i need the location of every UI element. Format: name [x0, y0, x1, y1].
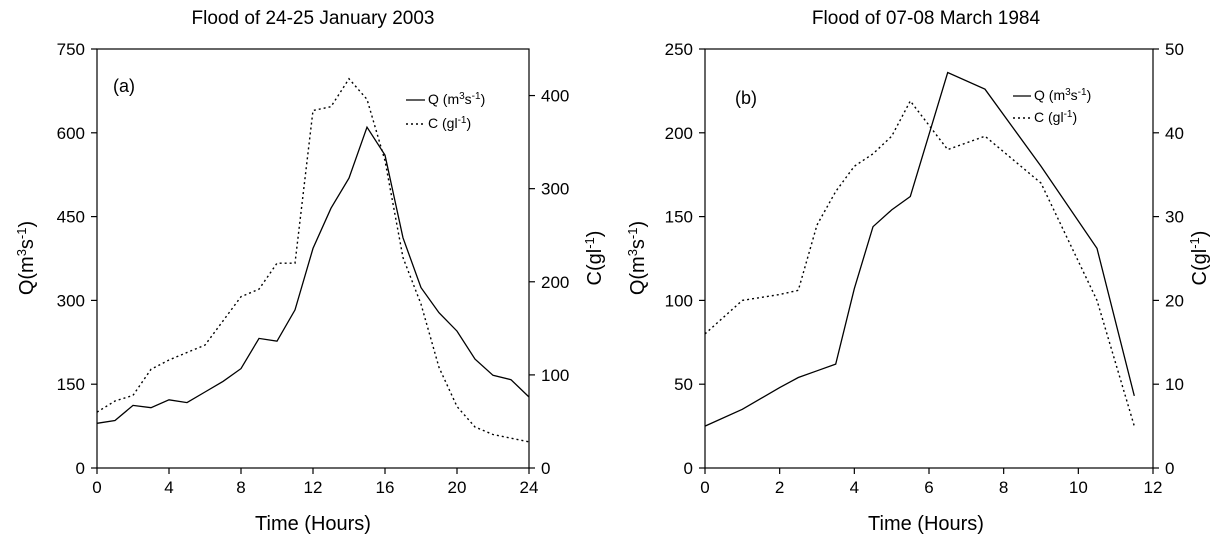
chart-a-frame [96, 48, 530, 469]
chart-a-y-left-tick-label: 750 [57, 40, 85, 59]
chart-a-x-tick-label: 20 [448, 478, 467, 497]
chart-a-title: Flood of 24-25 January 2003 [192, 8, 435, 29]
chart-a: Flood of 24-25 January 2003 0 150 300 450 60… [14, 8, 607, 535]
chart-a-panel-label: (a) [113, 76, 135, 96]
chart-b-panel-label: (b) [735, 88, 757, 108]
chart-a-y-left-tick-label: 0 [76, 459, 85, 478]
chart-a-y-left-tick-label: 150 [57, 375, 85, 394]
chart-b-y-left-tick-label: 50 [674, 375, 693, 394]
chart-b-frame [704, 48, 1154, 469]
chart-a-x-tick-label: 4 [164, 478, 173, 497]
chart-b-left-axis: 0 50 100 150 200 250 [665, 40, 705, 478]
chart-a-y-right-tick-label: 100 [541, 366, 569, 385]
chart-b-series [704, 71, 1135, 427]
chart-a-series-c-line [96, 77, 530, 443]
chart-b-y-right-tick-label: 0 [1165, 459, 1174, 478]
chart-b-y-left-tick-label: 200 [665, 124, 693, 143]
chart-b-y-right-title: C(gl-1) [1187, 231, 1212, 286]
chart-b-y-left-tick-label: 150 [665, 208, 693, 227]
chart-b-x-axis: 0 2 4 6 8 10 12 [700, 468, 1162, 497]
chart-a-y-right-tick-label: 200 [541, 273, 569, 292]
chart-a-plot-area: 0 150 300 450 600 750 0 100 200 300 400 0 4 8 12 16 20… [57, 40, 570, 497]
chart-b-x-tick-label: 2 [775, 478, 784, 497]
chart-a-x-tick-label: 12 [304, 478, 323, 497]
chart-b-legend-q-label: Q (m3s-1) [1034, 87, 1091, 104]
chart-b-y-left-tick-label: 250 [665, 40, 693, 59]
chart-a-y-left-title: Q(m3s-1) [14, 221, 39, 295]
chart-b: Flood of 07-08 March 1984 05010015020025… [625, 8, 1212, 535]
chart-a-y-left-tick-label: 450 [57, 208, 85, 227]
chart-a-right-axis: 0 100 200 300 400 [529, 87, 569, 478]
chart-b-series-q-line [704, 71, 1135, 427]
chart-b-x-tick-label: 10 [1069, 478, 1088, 497]
chart-b-y-left-tick-label: 0 [684, 459, 693, 478]
chart-a-y-right-tick-label: 0 [541, 459, 550, 478]
chart-a-y-right-title: C(gl-1) [582, 231, 607, 286]
chart-b-y-left-tick-label: 100 [665, 291, 693, 310]
chart-b-plot-area: 0 50 100 150 200 250 0 10 20 30 40 50 0 2 4 6 8 10 12 [665, 40, 1184, 497]
chart-b-y-right-tick-label: 10 [1165, 375, 1184, 394]
chart-a-y-left-tick-label: 600 [57, 124, 85, 143]
chart-b-y-right-tick-label: 50 [1165, 40, 1184, 59]
chart-a-x-tick-label: 0 [92, 478, 101, 497]
chart-b-y-right-tick-label: 30 [1165, 208, 1184, 227]
chart-a-left-axis: 0 150 300 450 600 750 [57, 40, 97, 478]
chart-a-x-tick-label: 24 [520, 478, 539, 497]
chart-a-series-q-line [96, 125, 530, 424]
chart-a-x-axis: 0 4 8 12 16 20 24 [92, 468, 538, 497]
chart-a-legend: Q (m3s-1) C (gl-1) [406, 91, 485, 132]
chart-a-series [96, 77, 530, 443]
chart-b-legend-c-label: C (gl-1) [1034, 109, 1077, 126]
chart-a-x-tick-label: 16 [376, 478, 395, 497]
chart-b-x-tick-label: 4 [850, 478, 859, 497]
chart-a-y-left-tick-label: 300 [57, 291, 85, 310]
chart-a-y-right-tick-label: 300 [541, 180, 569, 199]
chart-b-x-tick-label: 6 [924, 478, 933, 497]
chart-b-series-c-line [704, 99, 1135, 427]
chart-a-y-right-tick-label: 400 [541, 87, 569, 106]
chart-b-x-tick-label: 12 [1144, 478, 1163, 497]
chart-b-x-tick-label: 8 [999, 478, 1008, 497]
chart-a-x-tick-label: 8 [236, 478, 245, 497]
chart-b-y-right-tick-label: 20 [1165, 291, 1184, 310]
chart-a-x-axis-title: Time (Hours) [255, 513, 371, 535]
chart-b-title: Flood of 07-08 March 1984 [812, 8, 1041, 29]
chart-b-right-axis: 0 10 20 30 40 50 [1153, 40, 1184, 478]
chart-b-legend: Q (m3s-1) C (gl-1) [1013, 87, 1091, 126]
chart-a-legend-c-label: C (gl-1) [428, 115, 471, 132]
chart-b-y-right-tick-label: 40 [1165, 124, 1184, 143]
chart-b-x-tick-label: 0 [700, 478, 709, 497]
chart-a-legend-q-label: Q (m3s-1) [428, 91, 485, 108]
chart-b-x-axis-title: Time (Hours) [868, 513, 984, 535]
chart-b-y-left-title: Q(m3s-1) [625, 221, 650, 295]
